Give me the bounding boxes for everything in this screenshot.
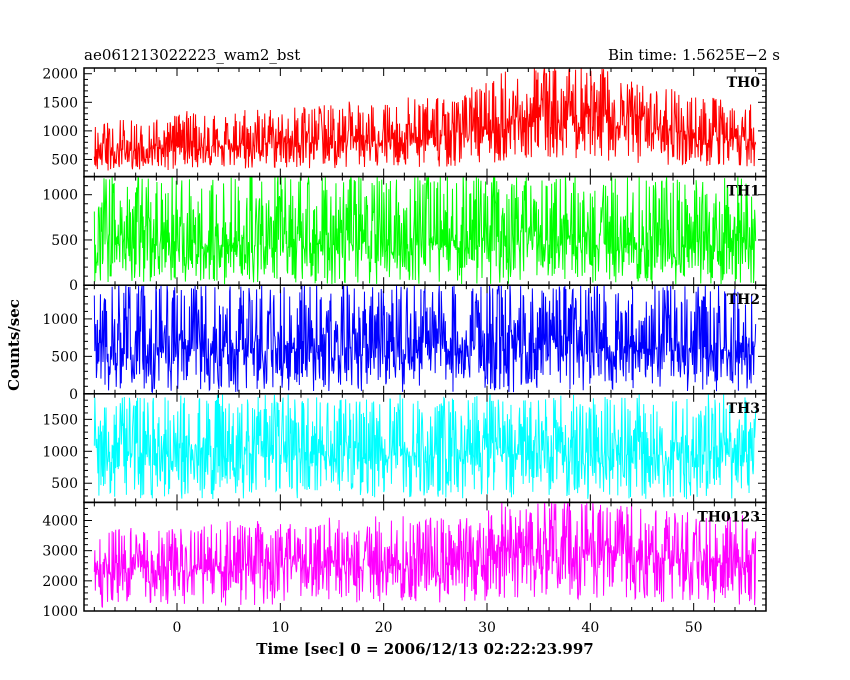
panel-th2: 0 500 1000 TH2 <box>42 284 767 403</box>
x-axis-title: Time [sec] 0 = 2006/12/13 02:22:23.997 <box>256 640 593 658</box>
y-tick-label: 500 <box>51 349 78 365</box>
x-tick-label: 10 <box>271 620 289 636</box>
y-tick-label: 1500 <box>42 412 78 428</box>
series-th1 <box>93 176 757 285</box>
panel-label: TH3 <box>727 401 760 417</box>
panel-th1: 0 500 1000 TH1 <box>42 175 767 294</box>
y-tick-label: 500 <box>51 476 78 492</box>
y-tick-label: 1000 <box>42 444 78 460</box>
y-tick-label: 3000 <box>42 544 78 560</box>
panel-label: TH0123 <box>697 509 760 525</box>
y-tick-label: 1500 <box>42 95 78 111</box>
y-tick-label: 4000 <box>42 514 78 530</box>
series-th0 <box>93 68 757 171</box>
y-tick-label: 500 <box>51 233 78 249</box>
y-axis-title: Counts/sec <box>5 299 23 391</box>
panel-label: TH2 <box>727 292 760 308</box>
y-tick-label: 2000 <box>42 67 78 83</box>
x-tick-label: 30 <box>478 620 496 636</box>
y-tick-label: 0 <box>69 387 78 403</box>
panel-th3: 500 1000 1500 TH3 <box>42 393 767 504</box>
chart-title-left: ae061213022223_wam2_bst <box>84 46 300 64</box>
y-tick-label: 0 <box>69 278 78 294</box>
series-th0123 <box>93 502 757 608</box>
series-th3 <box>93 393 757 500</box>
panel-label: TH1 <box>727 184 760 200</box>
y-tick-label: 2000 <box>42 574 78 590</box>
y-tick-label: 500 <box>51 152 78 168</box>
y-tick-label: 1000 <box>42 188 78 204</box>
y-tick-label: 1000 <box>42 604 78 620</box>
series-th2 <box>93 285 757 394</box>
y-tick-label: 1000 <box>42 124 78 140</box>
x-tick-label: 40 <box>581 620 599 636</box>
x-tick-label: 20 <box>375 620 393 636</box>
panel-th0: 500 1000 1500 2000 TH0 <box>42 67 767 178</box>
panel-th0123: 1000 2000 3000 4000 TH0123 <box>42 501 767 620</box>
panel-label: TH0 <box>727 75 761 91</box>
chart-title-right: Bin time: 1.5625E−2 s <box>608 46 780 64</box>
y-tick-label: 1000 <box>42 312 78 328</box>
x-tick-label: 50 <box>685 620 703 636</box>
x-tick-label: 0 <box>173 620 182 636</box>
